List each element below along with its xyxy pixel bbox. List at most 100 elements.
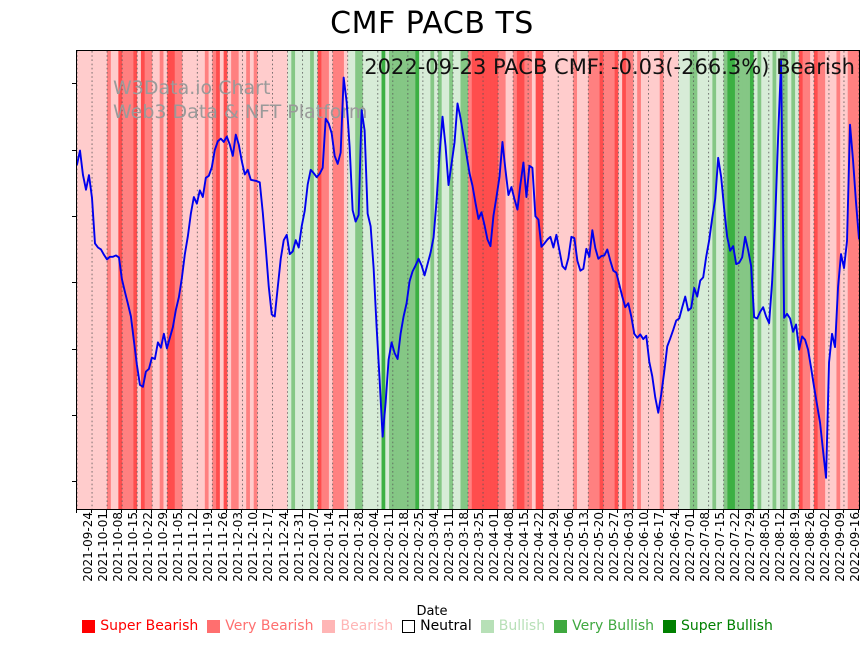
x-tick-mark — [512, 509, 514, 513]
x-tick-label: 2022-08-05 — [757, 512, 772, 582]
x-tick-label: 2022-06-10 — [637, 512, 652, 582]
x-tick-mark — [256, 509, 258, 513]
x-tick-mark — [361, 509, 363, 513]
x-tick-mark — [842, 509, 844, 513]
x-tick-label: 2022-03-25 — [472, 512, 486, 582]
x-tick-mark — [797, 509, 799, 513]
x-tick-mark — [467, 509, 468, 513]
x-tick-label: 2022-06-24 — [667, 512, 682, 582]
x-tick-label: 2022-09-09 — [832, 512, 847, 582]
legend-swatch-icon — [480, 619, 494, 633]
x-tick-label: 2022-06-03 — [622, 512, 637, 582]
x-tick-mark — [602, 509, 604, 513]
x-tick-mark — [331, 509, 333, 513]
x-tick-label: 2021-12-10 — [246, 512, 261, 582]
x-tick-mark — [542, 509, 544, 513]
cmf-line-series — [77, 51, 859, 509]
x-tick-label: 2022-07-22 — [727, 512, 742, 582]
x-tick-mark — [767, 509, 769, 513]
x-tick-label: 2022-02-11 — [381, 512, 396, 582]
legend-swatch-icon — [663, 619, 677, 633]
x-tick-label: 2021-11-19 — [201, 512, 216, 582]
y-tick-mark — [72, 415, 76, 417]
x-tick-label: 2021-11-05 — [171, 512, 186, 582]
x-tick-label: 2022-03-18 — [456, 512, 471, 582]
x-tick-mark — [632, 509, 634, 513]
x-tick-label: 2021-12-31 — [291, 512, 306, 582]
legend: Super Bearish Very Bearish Bearish Neutral B… — [0, 618, 864, 634]
legend-swatch-icon — [402, 619, 416, 633]
x-tick-label: 2022-04-01 — [487, 512, 502, 582]
x-tick-label: 2021-10-01 — [96, 512, 111, 582]
x-tick-mark — [391, 509, 393, 513]
x-tick-mark — [497, 509, 499, 513]
legend-swatch-icon — [207, 619, 221, 633]
x-tick-label: 2021-10-29 — [156, 512, 171, 582]
x-tick-mark — [451, 509, 453, 513]
gridlines-layer — [77, 51, 859, 509]
y-tick-mark — [72, 282, 76, 284]
legend-item[interactable]: Bullish — [480, 618, 546, 634]
x-tick-mark — [752, 509, 754, 513]
legend-item[interactable]: Super Bullish — [663, 618, 773, 634]
x-tick-mark — [827, 509, 829, 513]
x-tick-mark — [527, 509, 529, 513]
x-tick-label: 2022-01-28 — [351, 512, 366, 582]
y-tick-mark — [72, 481, 76, 483]
latest-value-annotation: 2022-09-23 PACB CMF: -0.03(-266.3%) Bear… — [364, 55, 855, 79]
x-tick-label: 2022-09-02 — [817, 512, 832, 582]
x-tick-mark — [722, 509, 724, 513]
x-tick-label: 2022-05-27 — [607, 512, 622, 582]
x-tick-mark — [812, 509, 814, 513]
x-tick-mark — [737, 509, 739, 513]
x-tick-label: 2022-08-19 — [787, 512, 802, 582]
x-tick-label: 2022-05-20 — [592, 512, 607, 582]
x-tick-label: 2022-05-06 — [562, 512, 577, 582]
legend-item[interactable]: Very Bearish — [207, 618, 313, 634]
x-tick-label: 2021-12-17 — [261, 512, 276, 582]
x-tick-mark — [572, 509, 574, 513]
legend-label: Bullish — [498, 618, 546, 634]
legend-swatch-icon — [82, 619, 96, 633]
legend-swatch-icon — [322, 619, 336, 633]
x-tick-mark — [557, 509, 559, 513]
x-tick-label: 2021-11-26 — [216, 512, 231, 582]
x-tick-mark — [211, 509, 213, 513]
x-tick-mark — [707, 509, 709, 513]
x-tick-mark — [76, 509, 77, 513]
plot-area: W3Data.io Chart Web3 Data & NFT Platform… — [76, 50, 860, 510]
x-tick-mark — [421, 509, 423, 513]
x-tick-mark — [136, 509, 138, 513]
x-tick-mark — [151, 509, 153, 513]
x-tick-mark — [286, 509, 288, 513]
legend-item[interactable]: Neutral — [402, 618, 472, 634]
x-tick-mark — [301, 509, 303, 513]
x-tick-label: 2021-10-15 — [126, 512, 141, 582]
legend-item[interactable]: Very Bullish — [554, 618, 654, 634]
x-tick-mark — [436, 509, 438, 513]
x-tick-mark — [482, 509, 484, 513]
x-tick-mark — [196, 509, 198, 513]
x-tick-mark — [166, 509, 168, 513]
x-tick-label: 2022-04-15 — [517, 512, 532, 582]
legend-label: Neutral — [420, 618, 472, 634]
x-axis-label: Date — [416, 604, 448, 619]
x-tick-mark — [106, 509, 108, 513]
legend-item[interactable]: Super Bearish — [82, 618, 198, 634]
x-tick-label: 2022-01-21 — [336, 512, 351, 582]
x-tick-label: 2021-11-12 — [186, 512, 201, 582]
legend-item[interactable]: Bearish — [322, 618, 393, 634]
legend-label: Super Bullish — [681, 618, 773, 634]
x-tick-mark — [692, 509, 694, 513]
x-tick-label: 2022-01-07 — [306, 512, 321, 582]
x-tick-label: 2022-02-25 — [411, 512, 426, 582]
x-tick-mark — [617, 509, 619, 513]
x-tick-label: 2021-09-24 — [81, 512, 95, 582]
x-tick-label: 2022-03-11 — [441, 512, 456, 582]
y-tick-mark — [72, 83, 76, 85]
x-tick-mark — [271, 509, 273, 513]
x-tick-mark — [91, 509, 93, 513]
x-tick-label: 2022-01-14 — [321, 512, 336, 582]
legend-swatch-icon — [554, 619, 568, 633]
